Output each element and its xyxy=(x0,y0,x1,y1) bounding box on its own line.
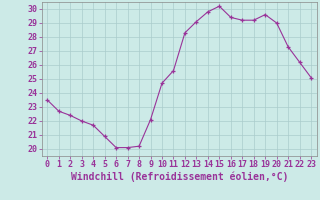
X-axis label: Windchill (Refroidissement éolien,°C): Windchill (Refroidissement éolien,°C) xyxy=(70,172,288,182)
